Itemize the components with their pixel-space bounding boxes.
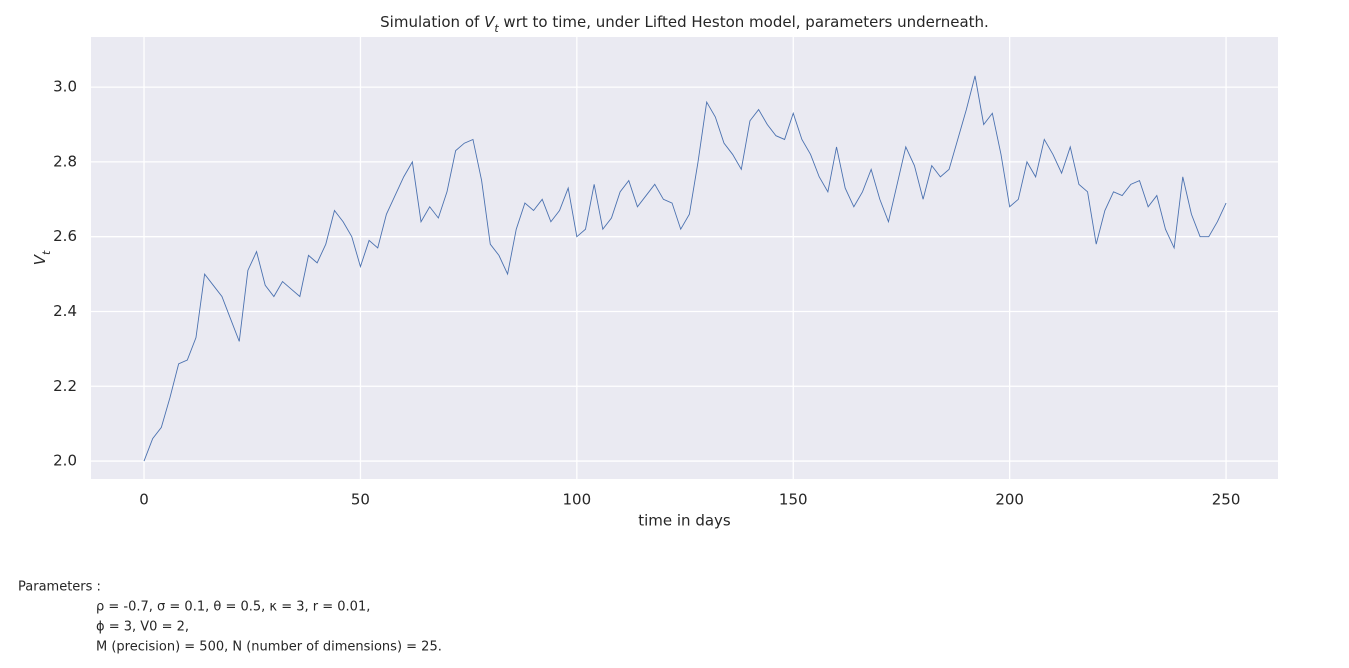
y-tick-label: 3.0: [53, 78, 77, 96]
plot-background: [91, 37, 1278, 479]
y-tick-label: 2.8: [53, 152, 77, 170]
title-part: wrt to time, under Lifted Heston model, …: [499, 13, 989, 31]
parameter-line: M (precision) = 500, N (number of dimens…: [96, 640, 442, 655]
title-part: V: [484, 13, 496, 31]
x-tick-label: 150: [779, 491, 808, 509]
parameter-line: Parameters :: [18, 580, 101, 595]
x-tick-label: 250: [1212, 491, 1241, 509]
title-part: t: [494, 22, 499, 35]
y-axis-label: Vt: [31, 250, 53, 265]
title-part: Simulation of: [380, 13, 484, 31]
y-tick-label: 2.6: [53, 227, 77, 245]
parameter-line: ρ = -0.7, σ = 0.1, θ = 0.5, κ = 3, r = 0…: [96, 600, 370, 615]
parameter-line: ϕ = 3, V0 = 2,: [96, 620, 189, 635]
y-label-part: V: [31, 253, 49, 265]
line-series: [143, 75, 1227, 462]
y-tick-label: 2.0: [53, 452, 77, 470]
chart-title: Simulation of Vt wrt to time, under Lift…: [380, 13, 989, 35]
x-axis-label: time in days: [638, 512, 731, 530]
y-tick-label: 2.2: [53, 377, 77, 395]
y-tick-label: 2.4: [53, 302, 77, 320]
y-label-part: t: [40, 250, 53, 255]
x-tick-label: 200: [995, 491, 1024, 509]
x-tick-label: 0: [139, 491, 149, 509]
x-tick-label: 50: [351, 491, 370, 509]
x-tick-label: 100: [563, 491, 592, 509]
